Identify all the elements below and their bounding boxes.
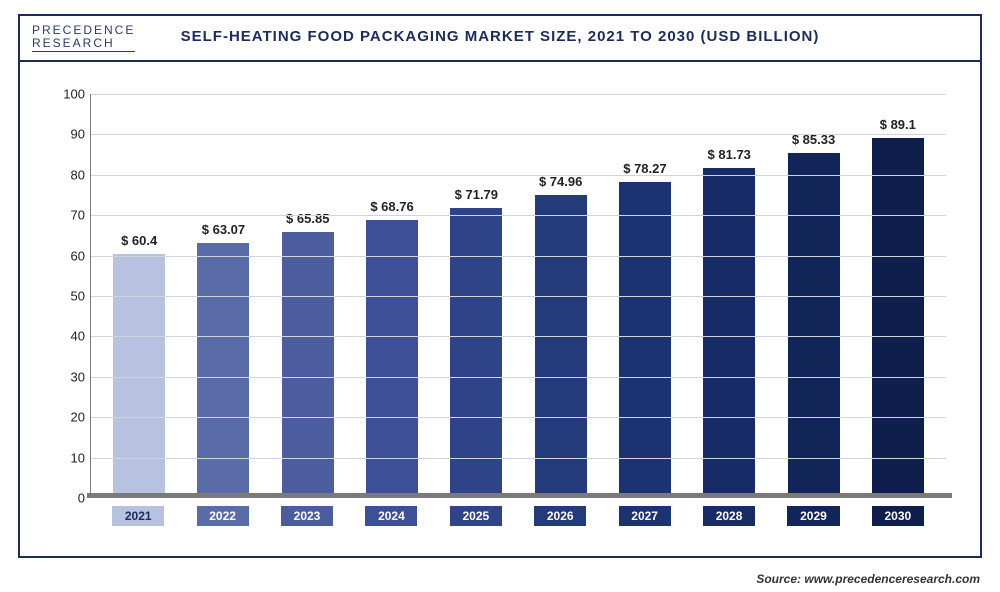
source-text: Source: www.precedenceresearch.com	[756, 572, 980, 586]
x-tick-label: 2024	[365, 506, 417, 526]
bar-value-label: $ 78.27	[623, 161, 666, 176]
gridline	[91, 215, 946, 216]
bar	[197, 243, 249, 498]
bar-value-label: $ 81.73	[708, 147, 751, 162]
x-label-box: 2021	[102, 506, 174, 526]
bar-value-label: $ 60.4	[121, 233, 157, 248]
gridline	[91, 256, 946, 257]
x-label-box: 2029	[777, 506, 849, 526]
x-tick-label: 2021	[112, 506, 164, 526]
x-tick-label: 2029	[787, 506, 839, 526]
x-label-box: 2023	[271, 506, 343, 526]
x-label-box: 2022	[186, 506, 258, 526]
bar	[619, 182, 671, 498]
chart-frame: PRECEDENCE RESEARCH SELF-HEATING FOOD PA…	[18, 14, 982, 558]
gridline	[91, 336, 946, 337]
gridline	[91, 175, 946, 176]
x-tick-label: 2030	[872, 506, 924, 526]
gridline	[91, 134, 946, 135]
bar	[366, 220, 418, 498]
plot-area: $ 60.4 $ 63.07 $ 65.85 $ 68.76 $ 71.79 $ 74.9…	[90, 94, 946, 498]
bar	[872, 138, 924, 498]
y-tick-label: 0	[51, 491, 85, 506]
bar-value-label: $ 63.07	[202, 222, 245, 237]
y-tick-label: 70	[51, 208, 85, 223]
bar-value-label: $ 74.96	[539, 174, 582, 189]
bar	[703, 168, 755, 498]
x-label-box: 2024	[355, 506, 427, 526]
y-tick-label: 40	[51, 329, 85, 344]
x-axis: 2021 2022 2023 2024 2025 2026 2027 2028 2029 2030	[90, 506, 946, 526]
bar-value-label: $ 65.85	[286, 211, 329, 226]
bar	[535, 195, 587, 498]
bar-value-label: $ 71.79	[455, 187, 498, 202]
gridline	[91, 458, 946, 459]
x-tick-label: 2027	[619, 506, 671, 526]
x-axis-baseline	[87, 493, 952, 498]
gridline	[91, 94, 946, 95]
gridline	[91, 417, 946, 418]
gridline	[91, 377, 946, 378]
x-label-box: 2028	[693, 506, 765, 526]
y-tick-label: 10	[51, 450, 85, 465]
x-label-box: 2025	[440, 506, 512, 526]
chart-title: SELF-HEATING FOOD PACKAGING MARKET SIZE,…	[20, 28, 980, 45]
y-tick-label: 30	[51, 369, 85, 384]
y-tick-label: 20	[51, 410, 85, 425]
bar	[788, 153, 840, 498]
gridline	[91, 296, 946, 297]
y-tick-label: 50	[51, 289, 85, 304]
x-tick-label: 2026	[534, 506, 586, 526]
y-tick-label: 100	[51, 87, 85, 102]
x-tick-label: 2028	[703, 506, 755, 526]
x-tick-label: 2025	[450, 506, 502, 526]
x-label-box: 2027	[608, 506, 680, 526]
bar-value-label: $ 68.76	[370, 199, 413, 214]
y-tick-label: 90	[51, 127, 85, 142]
x-tick-label: 2022	[197, 506, 249, 526]
title-divider	[20, 60, 980, 62]
bar	[450, 208, 502, 498]
x-label-box: 2026	[524, 506, 596, 526]
y-tick-label: 80	[51, 167, 85, 182]
x-tick-label: 2023	[281, 506, 333, 526]
y-tick-label: 60	[51, 248, 85, 263]
x-label-box: 2030	[862, 506, 934, 526]
bar-value-label: $ 89.1	[880, 117, 916, 132]
